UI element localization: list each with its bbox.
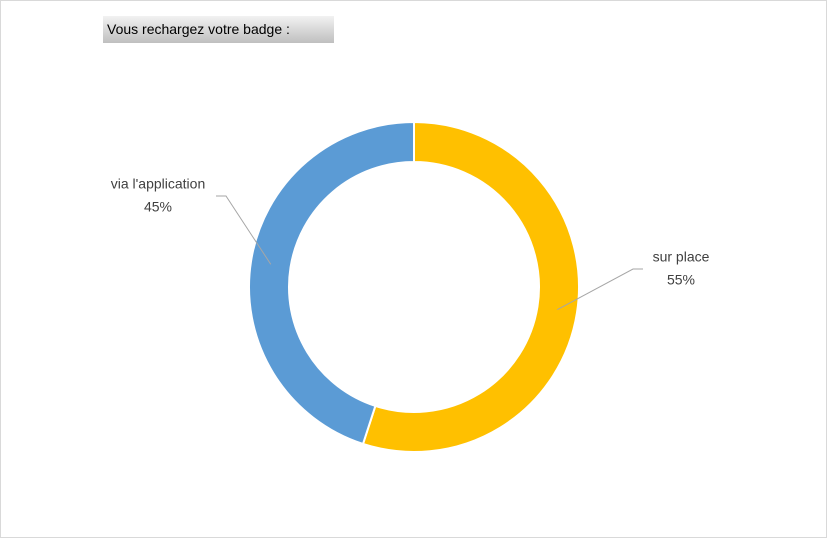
donut-slice <box>248 120 415 446</box>
leader-line <box>556 268 643 311</box>
category-label: sur place <box>653 249 710 265</box>
leader-line <box>216 195 272 265</box>
category-label: via l'application <box>111 176 206 192</box>
value-label: 45% <box>144 199 172 215</box>
donut-slice <box>361 120 580 453</box>
value-label: 55% <box>667 272 695 288</box>
chart-title: Vous rechargez votre badge : <box>103 16 334 43</box>
